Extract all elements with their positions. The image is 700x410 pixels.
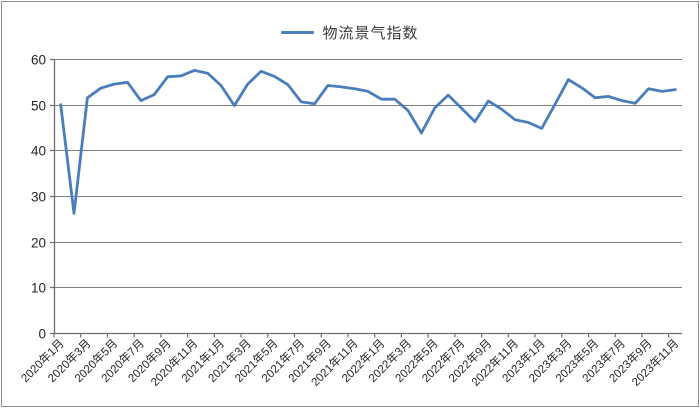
- y-tick-label-50: 50: [31, 98, 46, 113]
- y-tick-label-60: 60: [31, 52, 46, 67]
- y-tick-label-10: 10: [31, 280, 46, 295]
- y-tick-label-40: 40: [31, 143, 46, 158]
- y-tick-label-20: 20: [31, 235, 46, 250]
- series-line-物流景气指数: [59, 69, 677, 215]
- y-tick-label-0: 0: [38, 326, 46, 341]
- y-tick-label-30: 30: [31, 189, 46, 204]
